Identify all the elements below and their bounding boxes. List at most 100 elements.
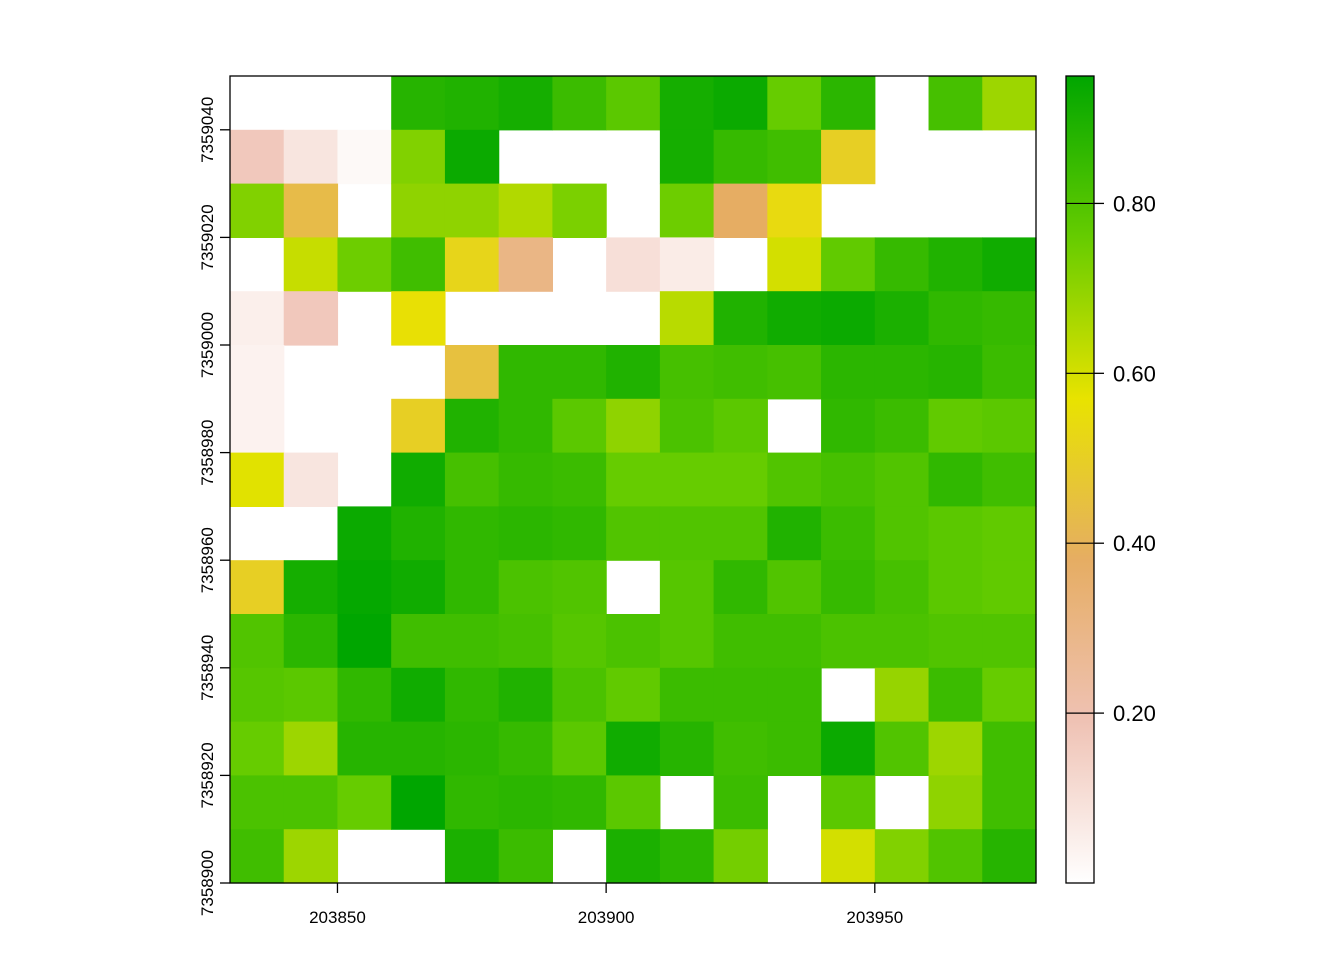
raster-cell	[659, 237, 715, 292]
raster-cell	[928, 76, 983, 131]
raster-cell	[391, 721, 446, 776]
raster-cell	[713, 721, 768, 776]
raster-cell	[283, 721, 339, 776]
raster-cell	[230, 452, 285, 507]
raster-cell	[874, 560, 930, 615]
raster-cell	[659, 129, 715, 185]
raster-cell	[230, 667, 285, 723]
plot-frame	[229, 75, 1037, 884]
colorbar	[1065, 75, 1095, 884]
raster-cell	[283, 614, 339, 669]
raster-cell	[606, 775, 661, 830]
raster-cell	[821, 345, 876, 400]
raster-cell	[230, 614, 285, 669]
raster-cell	[283, 667, 339, 723]
raster-cell	[552, 667, 607, 723]
raster-cell	[928, 560, 983, 615]
raster-cell	[283, 237, 339, 292]
raster-cell	[767, 452, 822, 507]
raster-cell	[713, 291, 768, 346]
y-tick-label: 7358980	[198, 420, 217, 486]
raster-cell	[337, 667, 392, 723]
y-tick-label: 7359000	[198, 312, 217, 378]
x-tick-label: 203900	[578, 908, 635, 927]
colorbar-tick-label: 0.40	[1113, 531, 1156, 556]
raster-cell	[606, 452, 661, 507]
raster-cell	[821, 614, 876, 669]
raster-cell	[444, 560, 500, 615]
raster-cell	[337, 560, 392, 615]
raster-cell	[552, 560, 607, 615]
raster-cell	[928, 667, 983, 723]
raster-cell	[606, 398, 661, 454]
raster-cell	[874, 398, 930, 454]
raster-cell	[659, 398, 715, 454]
raster-cell	[391, 667, 446, 723]
raster-cell	[230, 345, 285, 400]
raster-cell	[821, 129, 876, 185]
raster-cell	[928, 721, 983, 776]
raster-cell	[767, 506, 822, 561]
raster-cell	[498, 452, 553, 507]
raster-cell	[391, 291, 446, 346]
raster-cell	[713, 614, 768, 669]
raster-cell	[337, 237, 392, 292]
raster-cell	[391, 452, 446, 507]
raster-cell	[767, 237, 822, 292]
raster-cell	[713, 506, 768, 561]
raster-cell	[982, 345, 1037, 400]
raster-cell	[767, 129, 822, 185]
raster-cell	[391, 398, 446, 454]
raster-cell	[767, 667, 822, 723]
raster-cell	[444, 667, 500, 723]
raster-cell	[606, 237, 661, 292]
raster-cell	[659, 345, 715, 400]
raster-cell	[230, 721, 285, 776]
raster-cell	[283, 829, 339, 884]
raster-cell	[230, 829, 285, 884]
raster-cell	[659, 667, 715, 723]
raster-cell	[444, 829, 500, 884]
colorbar-tick-label: 0.80	[1113, 191, 1156, 216]
raster-cell	[552, 452, 607, 507]
raster-cell	[659, 560, 715, 615]
y-tick-label: 7358960	[198, 527, 217, 593]
x-axis: 203850 203900 203950	[309, 883, 903, 927]
raster-cell	[874, 452, 930, 507]
raster-cell	[767, 721, 822, 776]
raster-cell	[821, 76, 876, 131]
y-tick-label: 7359020	[198, 204, 217, 270]
raster-cell	[606, 345, 661, 400]
raster-cell	[606, 614, 661, 669]
raster-cell	[444, 129, 500, 185]
raster-cell	[552, 76, 607, 131]
x-tick-label: 203950	[846, 908, 903, 927]
y-tick-label: 7358940	[198, 635, 217, 701]
raster-cell	[498, 398, 553, 454]
raster-cell	[821, 829, 876, 884]
y-tick-label: 7358900	[198, 850, 217, 916]
raster-cell	[444, 614, 500, 669]
raster-cell	[230, 129, 285, 185]
raster-cell	[283, 452, 339, 507]
raster-cell	[444, 345, 500, 400]
raster-cell	[713, 829, 768, 884]
raster-cell	[874, 829, 930, 884]
x-tick-label: 203850	[309, 908, 366, 927]
raster-cell	[874, 506, 930, 561]
raster-cell	[337, 614, 392, 669]
raster-cell	[552, 721, 607, 776]
raster-cell	[283, 775, 339, 830]
raster-cell	[391, 614, 446, 669]
raster-cell	[982, 291, 1037, 346]
raster-cell	[928, 398, 983, 454]
raster-cell	[821, 560, 876, 615]
raster-cell	[498, 560, 553, 615]
raster-cell	[391, 183, 446, 238]
raster-cell	[713, 129, 768, 185]
raster-cell	[982, 614, 1037, 669]
colorbar-ticks: 0.20 0.40 0.60 0.80	[1066, 191, 1156, 726]
raster-cell	[659, 721, 715, 776]
raster-cell	[821, 291, 876, 346]
